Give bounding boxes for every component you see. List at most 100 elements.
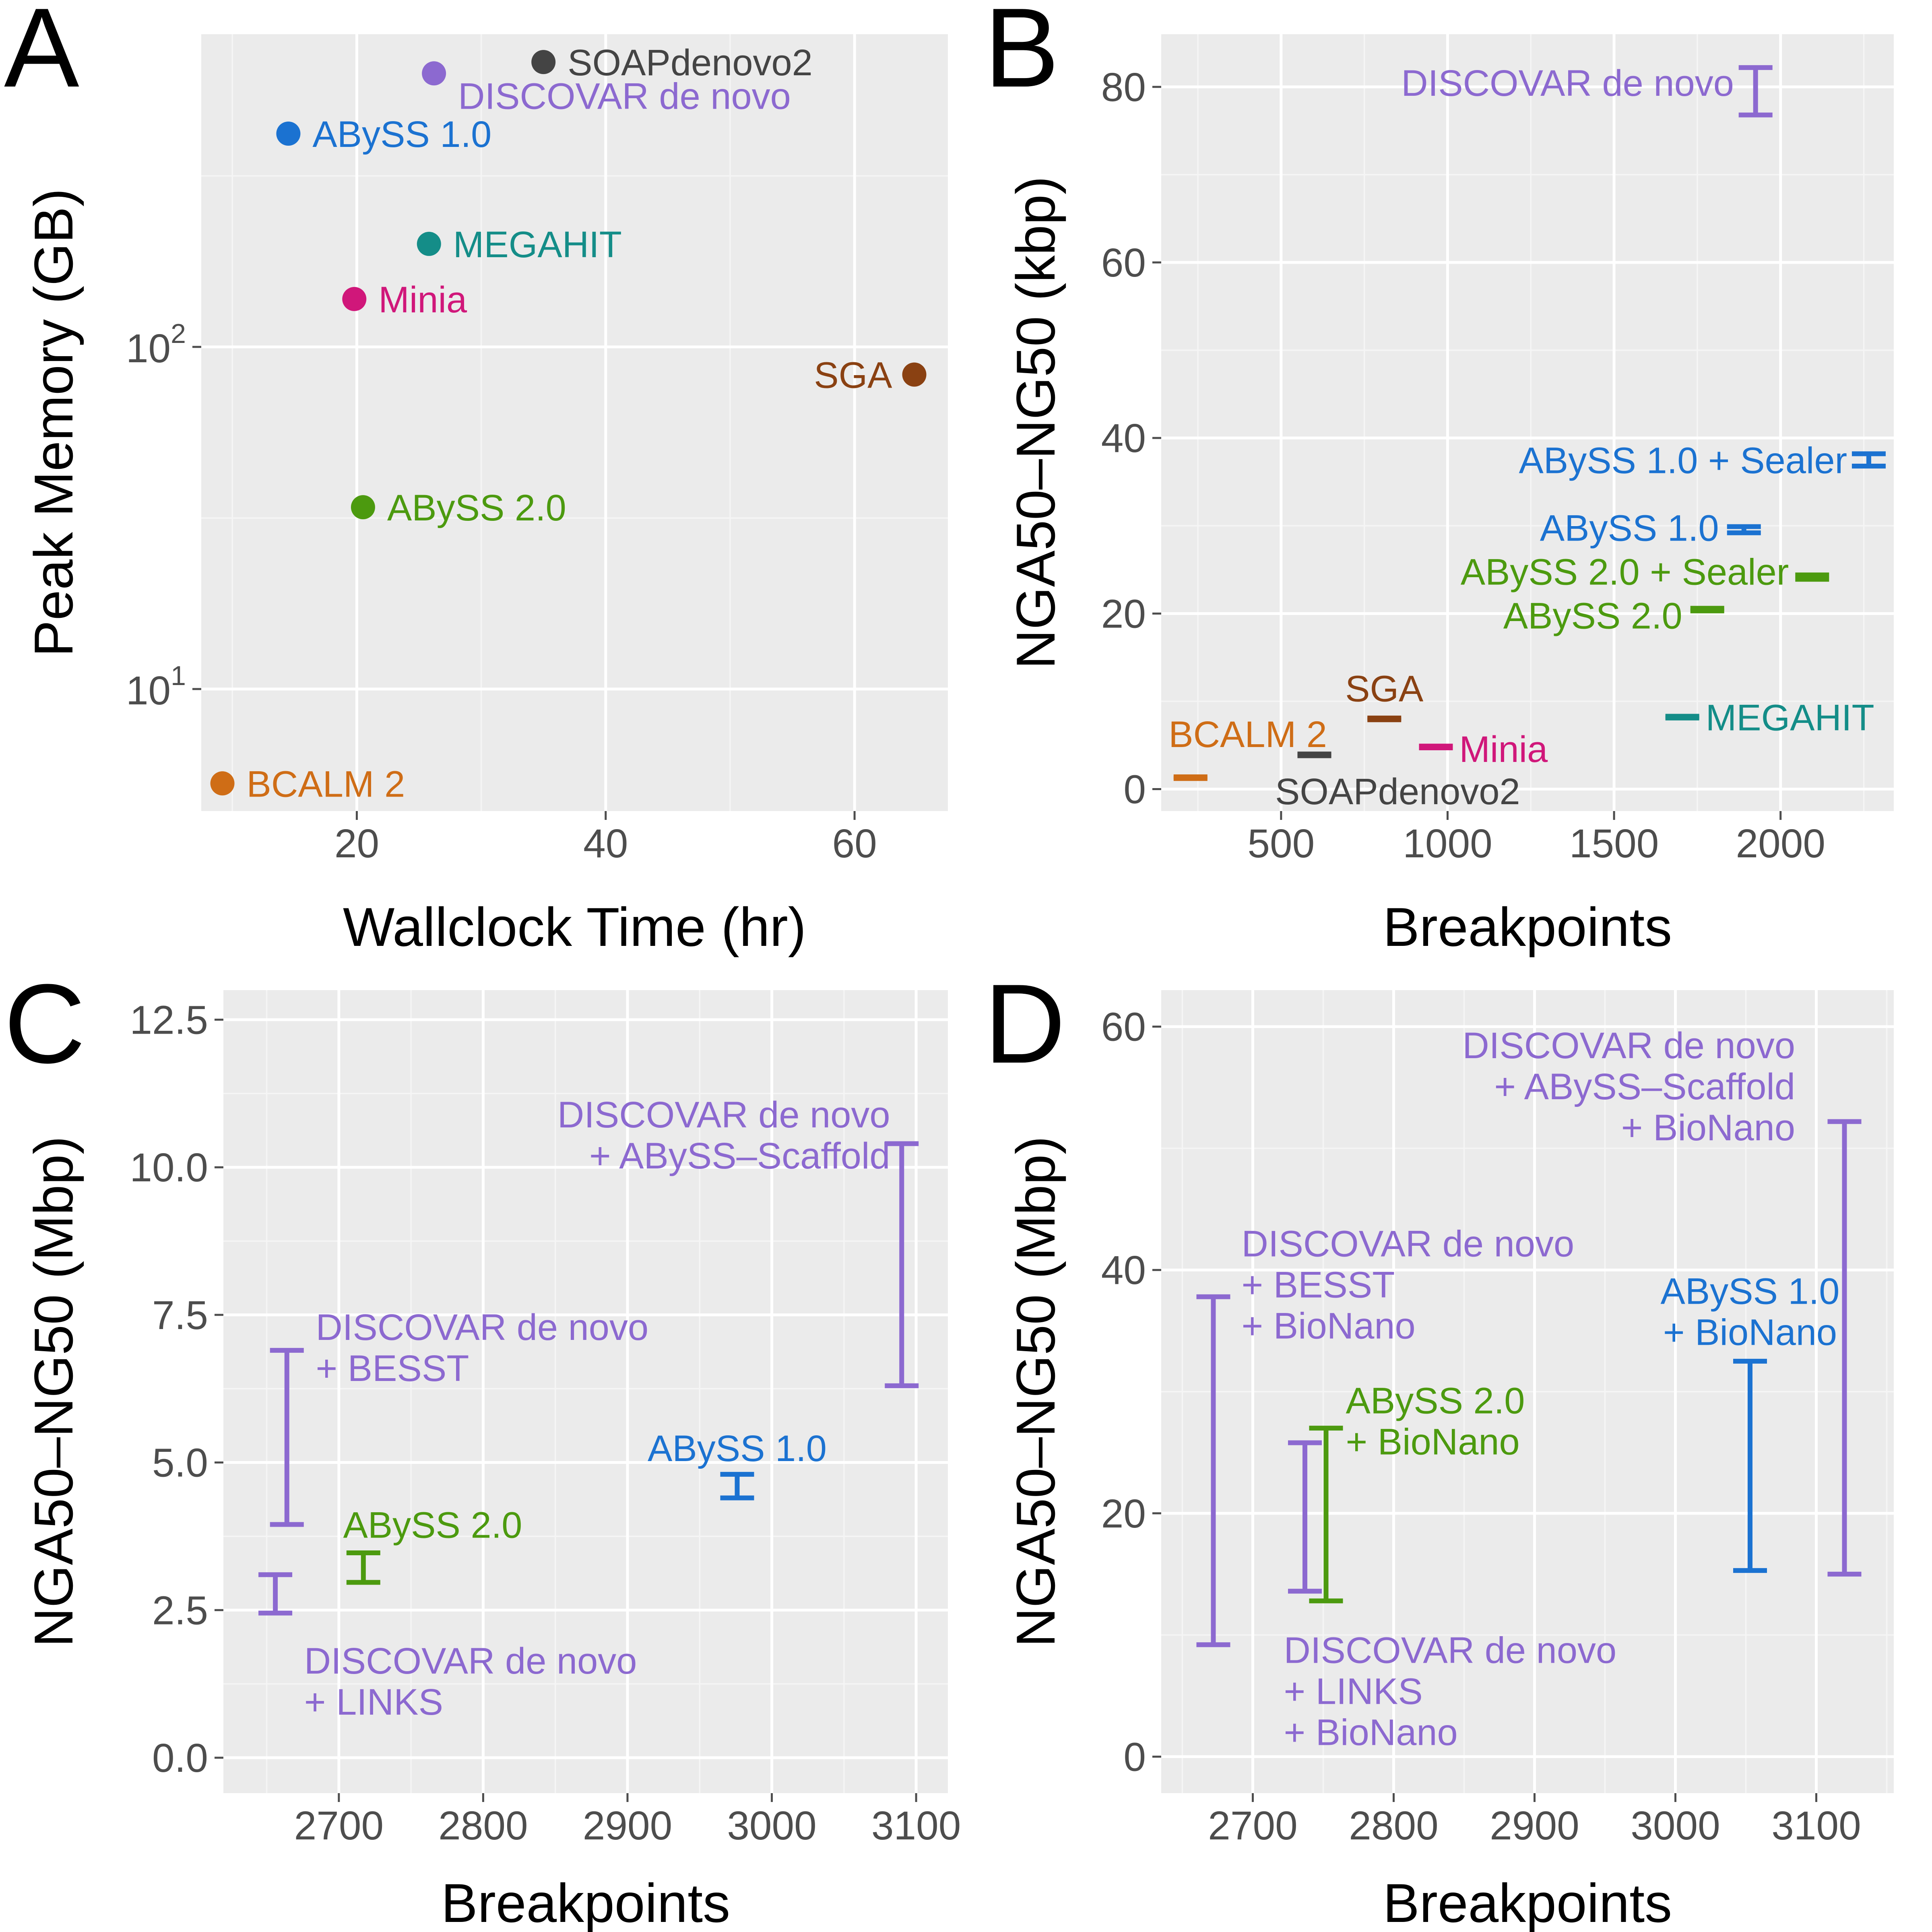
x-tick-label: 20 [334, 821, 379, 866]
x-tick-label: 2700 [1208, 1803, 1297, 1848]
y-tick-label: 0.0 [152, 1736, 208, 1781]
errorbar-abyss-2-0 [1690, 606, 1724, 613]
plot-area [201, 34, 948, 811]
y-axis-title: Peak Memory (GB) [23, 188, 84, 657]
errorbar-label-line: DISCOVAR de novo [1242, 1224, 1575, 1265]
errorbar-label-line: + BioNano [1346, 1422, 1520, 1463]
errorbar-minia [1419, 743, 1453, 750]
errorbar-label-megahit: MEGAHIT [1706, 698, 1874, 739]
y-tick-label: 2.5 [152, 1588, 208, 1633]
errorbar-abyss-2-0-sealer [1795, 572, 1829, 582]
errorbar-sga [1367, 715, 1402, 722]
point-soapdenovo2 [531, 50, 556, 74]
y-tick-label: 60 [1101, 240, 1146, 285]
errorbar-label-line: ABySS 1.0 [1540, 508, 1719, 549]
errorbar-label-line: Minia [1459, 729, 1548, 770]
x-tick-label: 500 [1247, 821, 1315, 866]
y-axis-title: NGA50–NG50 (kbp) [1005, 176, 1066, 669]
panel-b: 500 1000 1500 2000 0 20 40 60 80 Breakpoints NGA50… [984, 0, 1894, 958]
y-tick-label: 0 [1123, 1734, 1146, 1779]
y-tick-label: 101 [126, 661, 186, 713]
x-axis-title: Breakpoints [1383, 896, 1672, 958]
errorbar-label-line: + BioNano [1242, 1306, 1416, 1347]
errorbar-label-line: DISCOVAR de novo [1401, 63, 1734, 104]
panel-letter: C [4, 961, 85, 1087]
errorbar-label-discovar-de-novo-abyss-scaffold-bionano: DISCOVAR de novo + ABySS–Scaffold + BioNan… [1462, 1025, 1795, 1148]
panel-c: 2700 2800 2900 3000 3100 0.0 2.5 5.0 7.5 10.0 12.5… [4, 961, 961, 1932]
errorbar-label-line: DISCOVAR de novo [316, 1307, 648, 1348]
y-tick-label-base: 10 [126, 326, 171, 371]
point-label-megahit: MEGAHIT [453, 224, 622, 265]
errorbar-abyss-1-0-sealer [1852, 451, 1886, 469]
errorbar-megahit [1665, 714, 1699, 720]
y-tick-label: 102 [126, 318, 186, 371]
errorbar-label-line: + LINKS [304, 1682, 443, 1723]
point-label-sga: SGA [814, 355, 892, 396]
point-sga [902, 362, 927, 387]
point-minia [342, 287, 367, 311]
panel-letter: A [4, 0, 80, 111]
errorbar-label-line: ABySS 2.0 + Sealer [1461, 552, 1789, 593]
errorbar-label-line: + ABySS–Scaffold [589, 1135, 890, 1177]
errorbar-abyss-2-0 [346, 1550, 380, 1585]
errorbar-discovar-de-novo-links-bionano [1288, 1440, 1322, 1594]
point-label-discovar-de-novo: DISCOVAR de novo [458, 76, 791, 117]
point-abyss-2-0 [351, 495, 375, 520]
errorbar-label-line: + ABySS–Scaffold [1494, 1066, 1795, 1107]
errorbar-label-line: ABySS 2.0 [343, 1505, 522, 1546]
errorbar-label-discovar-de-novo-besst-bionano: DISCOVAR de novo + BESST + BioNano [1242, 1224, 1575, 1347]
y-axis-title: NGA50–NG50 (Mbp) [1005, 1136, 1066, 1647]
y-tick-label-base: 10 [126, 668, 171, 713]
y-tick-label: 60 [1101, 1005, 1146, 1050]
errorbar-label-abyss-1-0-sealer: ABySS 1.0 + Sealer [1519, 440, 1847, 481]
x-axis-title: Breakpoints [441, 1872, 730, 1932]
errorbar-label-line: ABySS 1.0 [1661, 1271, 1840, 1312]
point-abyss-1-0 [276, 122, 301, 146]
x-tick-label: 60 [832, 821, 877, 866]
y-tick-label: 20 [1101, 1491, 1146, 1536]
errorbar-label-line: DISCOVAR de novo [1284, 1630, 1617, 1671]
x-tick-label: 2900 [1490, 1803, 1579, 1848]
errorbar-label-line: ABySS 1.0 + Sealer [1519, 440, 1847, 481]
y-tick-label: 7.5 [152, 1293, 208, 1338]
y-tick-label: 10.0 [130, 1145, 208, 1190]
y-tick-label: 40 [1101, 416, 1146, 461]
x-tick-label: 2000 [1736, 821, 1825, 866]
errorbar-label-discovar-de-novo: DISCOVAR de novo [1401, 63, 1734, 104]
errorbar-label-line: SOAPdenovo2 [1275, 771, 1520, 812]
x-tick-label: 3100 [871, 1803, 961, 1848]
errorbar-label-abyss-2-0: ABySS 2.0 [343, 1505, 522, 1546]
errorbar-label-line: ABySS 2.0 [1503, 596, 1682, 637]
errorbar-discovar-de-novo-abyss-scaffold-bionano [1827, 1119, 1862, 1577]
y-tick-label: 20 [1101, 591, 1146, 636]
errorbar-discovar-de-novo-besst [270, 1348, 304, 1527]
point-megahit [417, 231, 441, 256]
panel-d: 2700 2800 2900 3000 3100 0 20 40 60 Breakpoints NG… [984, 961, 1894, 1932]
errorbar-label-discovar-de-novo-besst: DISCOVAR de novo + BESST [316, 1307, 648, 1389]
errorbar-label-abyss-1-0-bionano: ABySS 1.0 + BioNano [1661, 1271, 1840, 1353]
x-tick-label: 3000 [727, 1803, 816, 1848]
errorbar-label-line: DISCOVAR de novo [304, 1641, 637, 1682]
point-discovar-de-novo [422, 61, 446, 86]
errorbar-label-abyss-2-0-sealer: ABySS 2.0 + Sealer [1461, 552, 1789, 593]
y-tick-label: 0 [1123, 767, 1146, 812]
errorbar-label-line: SGA [1345, 669, 1424, 710]
x-tick-label: 2700 [294, 1803, 384, 1848]
errorbar-label-sga: SGA [1345, 669, 1424, 710]
errorbar-label-line: + BioNano [1621, 1107, 1795, 1148]
errorbar-label-abyss-1-0: ABySS 1.0 [648, 1428, 827, 1469]
errorbar-label-line: + LINKS [1284, 1671, 1423, 1712]
y-axis-title: NGA50–NG50 (Mbp) [23, 1136, 84, 1647]
x-tick-label: 1500 [1569, 821, 1659, 866]
x-tick-label: 3100 [1771, 1803, 1861, 1848]
x-tick-label: 2900 [583, 1803, 672, 1848]
point-label-abyss-1-0: ABySS 1.0 [312, 114, 491, 155]
errorbar-label-bcalm-2: BCALM 2 [1168, 714, 1327, 755]
errorbar-label-discovar-de-novo-links: DISCOVAR de novo + LINKS [304, 1641, 637, 1723]
errorbar-label-discovar-de-novo-abyss-scaffold: DISCOVAR de novo + ABySS–Scaffold [557, 1094, 890, 1177]
y-tick-label: 80 [1101, 65, 1146, 110]
y-tick-label: 5.0 [152, 1441, 208, 1486]
errorbar-label-abyss-1-0: ABySS 1.0 [1540, 508, 1719, 549]
errorbar-label-discovar-de-novo-links-bionano: DISCOVAR de novo + LINKS + BioNano [1284, 1630, 1617, 1753]
errorbar-label-line: + BioNano [1663, 1312, 1837, 1353]
